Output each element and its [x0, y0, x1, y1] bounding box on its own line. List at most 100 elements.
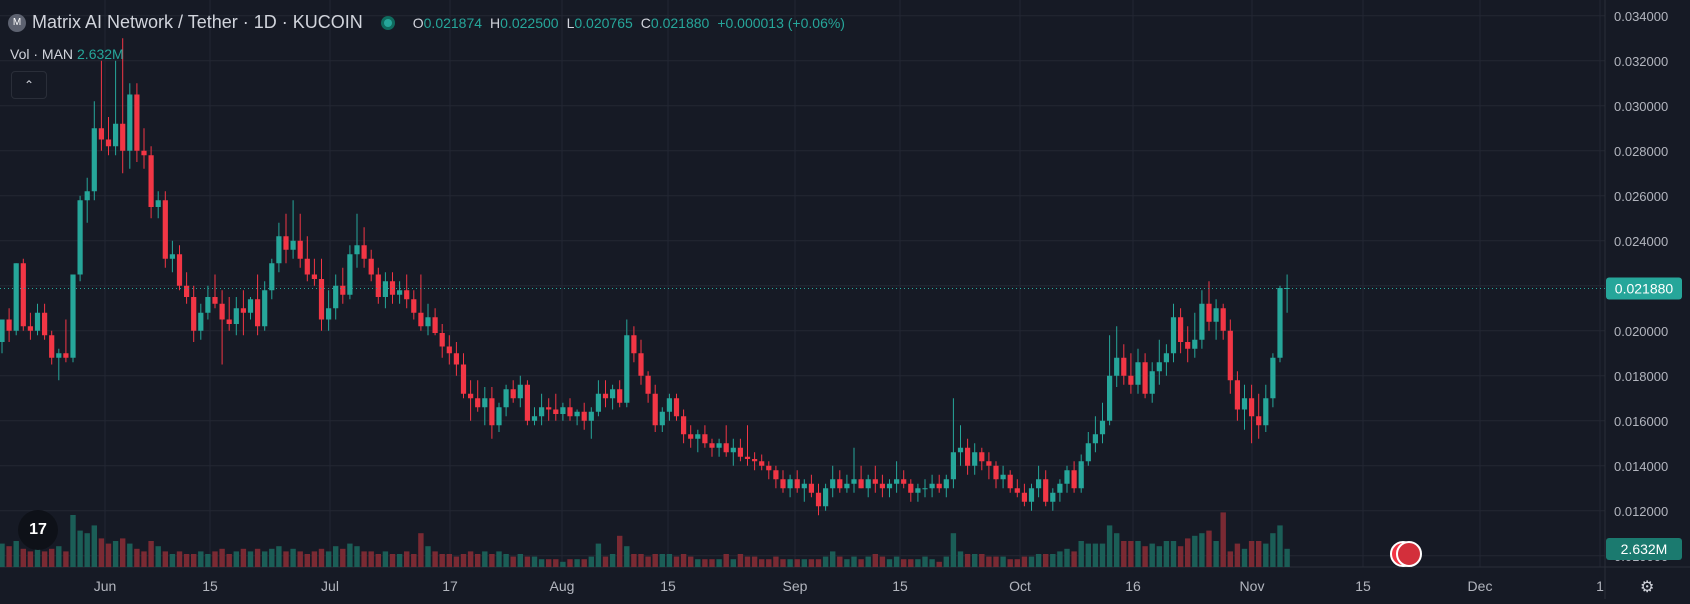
candle-body	[1185, 342, 1191, 349]
volume-bar	[361, 551, 367, 567]
candle-body	[915, 488, 921, 493]
market-status-icon[interactable]	[380, 15, 395, 30]
candle-body	[77, 200, 83, 275]
volume-bar	[815, 559, 822, 567]
candle-body	[1007, 474, 1013, 489]
candle-body	[70, 274, 76, 358]
candle-body	[1178, 317, 1184, 342]
candle-body	[574, 411, 580, 417]
candle-body	[134, 94, 140, 151]
y-tick-label: 0.034000	[1614, 9, 1668, 24]
candle-body	[688, 434, 694, 439]
economic-event-icon-2[interactable]	[1396, 541, 1422, 567]
volume-bar	[162, 551, 168, 567]
candle-body	[602, 393, 609, 399]
volume-bar	[986, 556, 992, 567]
candle-body	[240, 308, 246, 313]
volume-bar	[1185, 538, 1191, 567]
gear-icon[interactable]: ⚙	[1640, 579, 1655, 596]
candle-body	[610, 389, 616, 399]
collapse-legend-button[interactable]: ⌃	[11, 71, 47, 99]
volume-bar	[794, 559, 800, 567]
candle-body	[560, 407, 566, 414]
volume-bar	[936, 561, 942, 567]
candle-body	[588, 411, 594, 421]
candle-body	[1071, 470, 1077, 489]
volume-bar	[27, 551, 34, 567]
candle-body	[63, 353, 69, 358]
candle-body	[184, 285, 190, 297]
x-tick-label: Aug	[550, 578, 575, 594]
volume-bar	[957, 551, 964, 567]
candle-body	[496, 407, 502, 426]
candle-body	[20, 263, 26, 327]
candle-body	[233, 308, 239, 324]
volume-bar	[929, 559, 935, 567]
candle-body	[1256, 416, 1262, 426]
volume-bar	[893, 556, 900, 567]
volume-bar	[134, 548, 140, 567]
volume-bar	[780, 559, 786, 567]
candle-body	[475, 398, 481, 408]
candle-body	[13, 263, 19, 331]
candle-body	[659, 411, 665, 426]
volume-bar	[702, 559, 708, 567]
volume-bar	[290, 548, 296, 567]
candle-body	[957, 447, 964, 453]
volume-bar	[1241, 548, 1248, 567]
volume-bar	[496, 551, 502, 567]
volume-bar	[638, 554, 644, 567]
matrix-ai-logo-icon[interactable]: M	[8, 13, 26, 32]
volume-bar	[404, 551, 410, 567]
volume-bar	[1128, 541, 1134, 567]
volume-bar	[915, 559, 921, 567]
volume-bar	[680, 554, 687, 567]
candle-body	[6, 319, 12, 331]
candle-body	[42, 312, 48, 336]
volume-bar	[1114, 533, 1120, 567]
candle-body	[865, 479, 871, 489]
volume-bar	[311, 551, 318, 567]
y-tick-label: 0.032000	[1614, 54, 1668, 69]
x-tick-label: 17	[442, 578, 458, 594]
candle-body	[581, 411, 587, 421]
candle-body	[1199, 303, 1205, 340]
volume-bar	[176, 551, 183, 567]
candle-body	[411, 299, 417, 313]
candle-body	[1036, 479, 1042, 489]
x-tick-label: Jun	[94, 578, 117, 594]
last-price-badge	[1606, 277, 1682, 300]
candle-body	[595, 393, 601, 412]
volume-bar	[517, 554, 523, 567]
volume-bar	[1149, 543, 1155, 567]
y-tick-label: 0.016000	[1614, 414, 1668, 429]
volume-bar	[993, 556, 999, 567]
volume-bar	[297, 551, 303, 567]
volume-bar	[688, 556, 694, 567]
candle-body	[794, 479, 800, 489]
candle-body	[453, 353, 459, 365]
candle-body	[986, 461, 992, 466]
volume-legend[interactable]: Vol · MAN 2.632M	[10, 46, 124, 62]
candle-body	[162, 200, 168, 259]
volume-bar	[609, 554, 616, 567]
candle-body	[1270, 357, 1276, 399]
volume-bar	[1035, 554, 1042, 567]
candle-body	[858, 479, 864, 489]
volume-bar	[865, 556, 871, 567]
tradingview-logo-icon[interactable]: 17	[18, 510, 58, 550]
candle-body	[744, 456, 751, 459]
x-tick-label: Oct	[1009, 578, 1031, 594]
candle-body	[1050, 492, 1056, 502]
candle-body	[801, 483, 807, 489]
symbol-title[interactable]: Matrix AI Network / Tether · 1D · KUCOIN	[32, 12, 363, 32]
volume-bar	[382, 551, 389, 567]
volume-bar	[837, 556, 843, 567]
candle-body	[219, 303, 225, 320]
volume-bar	[879, 556, 886, 567]
candle-body	[1234, 380, 1240, 410]
candle-body	[382, 281, 388, 297]
candle-body	[1206, 303, 1212, 322]
